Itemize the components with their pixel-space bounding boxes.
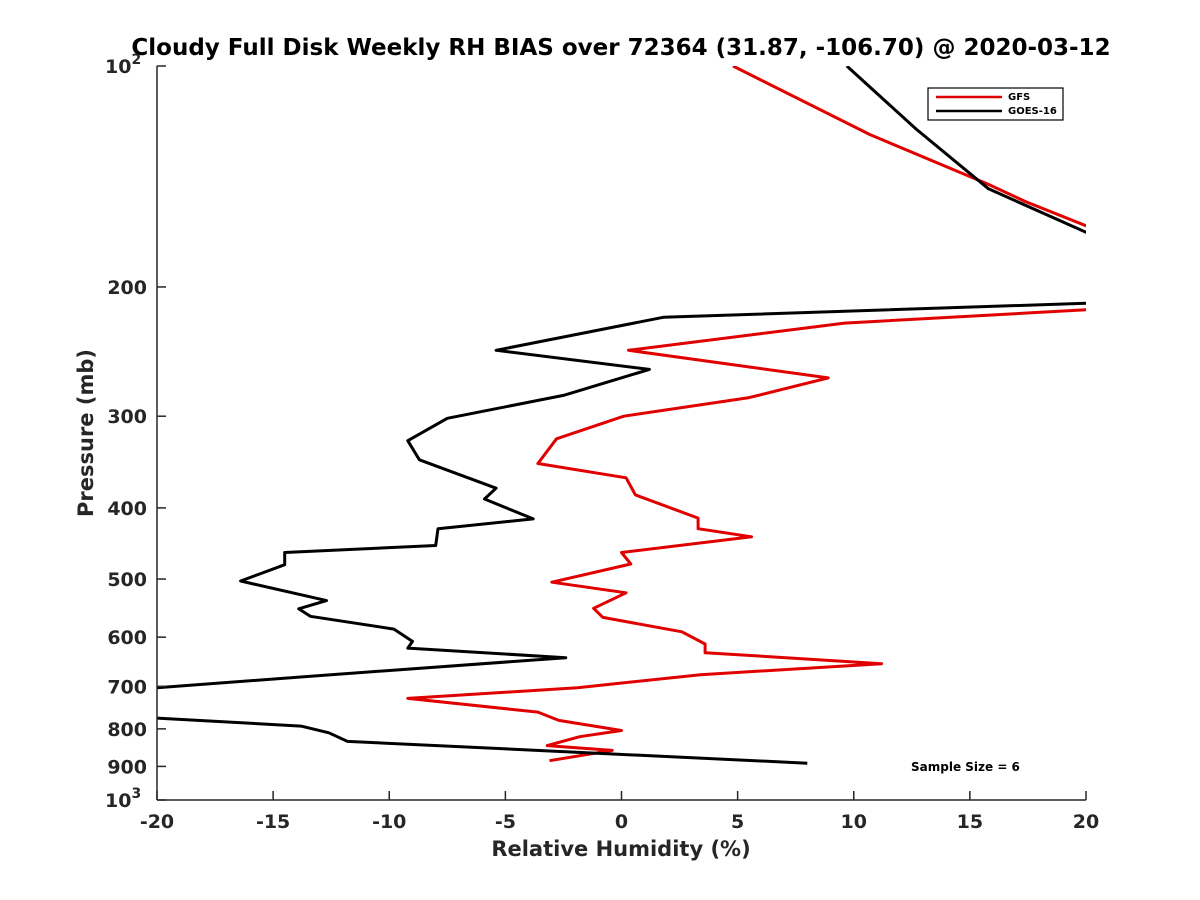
y-tick-label: 900 (107, 756, 147, 778)
x-tick-label: 5 (731, 811, 744, 833)
x-tick-label: -5 (495, 811, 516, 833)
sample-size-annotation: Sample Size = 6 (911, 760, 1020, 774)
series-line-goes16 (157, 66, 1086, 765)
y-tick-label: 500 (107, 569, 147, 591)
series-layer (157, 66, 1086, 765)
y-tick-label: 800 (107, 719, 147, 741)
legend-box (927, 87, 1064, 121)
y-tick-label: 700 (107, 676, 147, 698)
x-tick-label: 10 (841, 811, 867, 833)
y-tick-label: 200 (107, 277, 147, 299)
x-tick-label: -10 (372, 811, 406, 833)
y-tick-label: 600 (107, 627, 147, 649)
y-axis-label: Pressure (mb) (74, 349, 98, 517)
x-axis-label: Relative Humidity (%) (491, 837, 750, 861)
series-line-gfs (406, 66, 1086, 763)
legend: GFS GOES-16 (927, 87, 1064, 121)
chart-title: Cloudy Full Disk Weekly RH BIAS over 723… (131, 35, 1110, 61)
x-tick-label: -20 (140, 811, 174, 833)
plot-area (157, 66, 1086, 800)
x-tick-label: -15 (256, 811, 290, 833)
y-tick-label: 300 (107, 406, 147, 428)
x-tick-label: 15 (957, 811, 983, 833)
legend-label-goes16: GOES-16 (1008, 106, 1057, 117)
x-axis-ticks: -20 -15 -10 -5 0 5 10 15 20 (140, 791, 1099, 833)
legend-label-gfs: GFS (1008, 92, 1030, 103)
x-tick-label: 20 (1073, 811, 1099, 833)
y-tick-label: 400 (107, 498, 147, 520)
x-tick-label: 0 (615, 811, 628, 833)
